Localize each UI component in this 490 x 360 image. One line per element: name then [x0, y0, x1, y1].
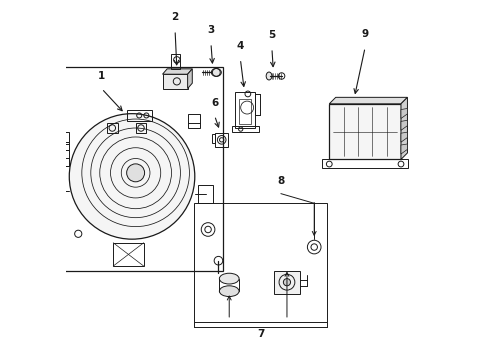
Polygon shape	[163, 74, 188, 89]
Bar	[136, 123, 147, 134]
Ellipse shape	[266, 72, 272, 80]
Polygon shape	[188, 69, 192, 89]
Ellipse shape	[211, 68, 221, 76]
Bar	[322, 159, 408, 168]
Bar	[57, 142, 69, 166]
Polygon shape	[401, 120, 408, 130]
Bar	[126, 110, 152, 121]
Text: 5: 5	[268, 30, 275, 40]
Polygon shape	[329, 97, 408, 104]
Text: 9: 9	[362, 30, 368, 40]
Polygon shape	[163, 69, 192, 74]
Bar	[113, 243, 144, 266]
Circle shape	[283, 279, 291, 286]
Bar	[188, 114, 200, 128]
Text: 6: 6	[211, 98, 218, 108]
Circle shape	[126, 164, 145, 182]
Bar	[212, 134, 215, 143]
Bar	[57, 132, 69, 142]
Ellipse shape	[220, 273, 239, 284]
Bar	[107, 123, 118, 134]
Bar	[46, 184, 62, 212]
Bar	[198, 185, 213, 203]
Bar	[172, 54, 180, 69]
Circle shape	[69, 114, 195, 239]
Bar	[41, 67, 223, 271]
Bar	[215, 133, 228, 147]
Text: 7: 7	[257, 329, 265, 339]
Ellipse shape	[220, 286, 239, 297]
Polygon shape	[401, 108, 408, 118]
Text: 4: 4	[237, 41, 244, 51]
Bar	[194, 203, 327, 321]
Polygon shape	[401, 144, 408, 154]
Bar	[329, 104, 401, 159]
Bar	[235, 92, 255, 128]
Text: 3: 3	[207, 25, 215, 35]
Text: 2: 2	[172, 12, 179, 22]
Bar	[274, 271, 299, 294]
Polygon shape	[401, 97, 408, 159]
Bar	[239, 99, 251, 125]
Polygon shape	[401, 132, 408, 142]
Bar	[232, 126, 259, 132]
Text: 8: 8	[277, 176, 285, 186]
Text: 1: 1	[98, 71, 105, 81]
